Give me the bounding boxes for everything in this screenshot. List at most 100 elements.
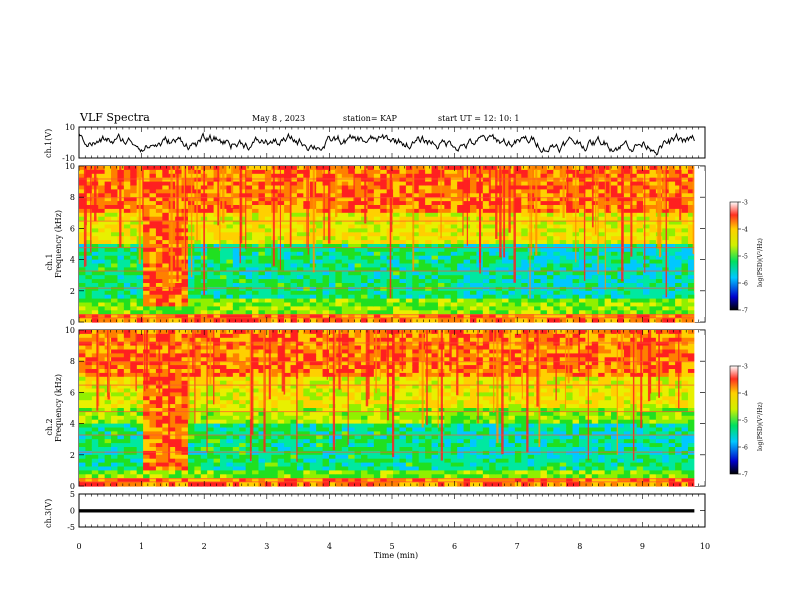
spectrogram-cell — [123, 177, 131, 183]
spectrogram-cell — [418, 275, 426, 280]
spectrogram-cell — [136, 423, 144, 429]
spectrogram-cell — [681, 169, 689, 175]
spectrogram-cell — [617, 166, 625, 171]
spectrogram-cell — [245, 372, 253, 378]
spectrogram-cell — [123, 193, 131, 198]
spectrogram-cell — [649, 298, 657, 304]
spectrogram-cell — [553, 205, 561, 210]
spectrogram-cell — [181, 423, 189, 429]
spectrogram-cell — [675, 208, 683, 214]
spectrogram-cell — [296, 224, 304, 229]
spectrogram-cell — [450, 318, 458, 323]
spectrogram-cell — [136, 310, 144, 315]
spectrogram-cell — [623, 228, 631, 233]
spectrogram-cell — [136, 470, 144, 475]
spectrogram-cell — [675, 286, 683, 292]
spectrogram-cell — [85, 177, 93, 183]
spectrogram-cell — [578, 244, 586, 249]
spectrogram-cell — [111, 435, 119, 440]
spectrogram-cell — [450, 286, 458, 292]
spectrogram-cell — [226, 201, 234, 206]
spectrogram-cell — [207, 228, 215, 233]
spectrogram-cell — [630, 228, 638, 233]
spectrogram-cell — [226, 181, 234, 187]
spectrogram-cell — [91, 388, 99, 393]
spectrogram-cell — [521, 216, 529, 222]
spectrogram-cell — [508, 255, 516, 261]
spectrogram-cell — [239, 478, 247, 483]
spectrogram-cell — [566, 298, 574, 304]
spectrogram-cell — [155, 478, 163, 483]
spectrogram-cell — [578, 255, 586, 261]
sferic-streak — [692, 166, 695, 254]
spectrogram-cell — [181, 482, 189, 487]
spectrogram-cell — [617, 290, 625, 296]
spectrogram-cell — [553, 275, 561, 280]
spectrogram-cell — [489, 310, 497, 315]
spectrogram-cell — [354, 290, 362, 296]
spectrogram-cell — [136, 411, 144, 417]
spectrogram-cell — [450, 201, 458, 206]
spectrogram-cell — [239, 286, 247, 292]
spectrogram-cell — [181, 275, 189, 280]
spectrogram-cell — [220, 244, 228, 249]
spectrogram-cell — [585, 220, 593, 226]
spectrogram-cell — [316, 216, 324, 222]
spectrogram-cell — [123, 306, 131, 311]
spectrogram-cell — [213, 298, 221, 304]
spectrogram-cell — [623, 208, 631, 214]
spectrogram-cell — [335, 166, 343, 171]
spectrogram-cell — [239, 189, 247, 194]
sferic-streak — [499, 166, 502, 258]
spectrogram-cell — [111, 212, 119, 218]
spectrogram-cell — [149, 283, 157, 288]
spectrogram-cell — [322, 201, 330, 206]
spectrogram-cell — [277, 185, 285, 190]
spectrogram-cell — [271, 271, 279, 276]
spectrogram-cell — [143, 197, 151, 202]
spectrogram-cell — [578, 228, 586, 233]
spectrogram-cell — [194, 427, 202, 432]
spectrogram-cell — [502, 197, 510, 202]
spectrogram-cell — [636, 271, 644, 276]
spectrogram-cell — [117, 251, 125, 257]
spectrogram-cell — [521, 212, 529, 218]
spectrogram-cell — [149, 244, 157, 249]
spectrogram-cell — [598, 216, 606, 222]
spectrogram-cell — [611, 173, 619, 179]
spectrogram-cell — [123, 345, 131, 351]
spectrogram-cell — [502, 177, 510, 183]
spectrogram-cell — [290, 189, 298, 194]
spectrogram-cell — [245, 341, 253, 347]
spectrogram-cell — [168, 431, 176, 436]
spectrogram-cell — [175, 396, 183, 401]
spectrogram-cell — [508, 283, 516, 288]
spectrogram-cell — [380, 247, 388, 253]
spectrogram-cell — [591, 306, 599, 311]
spectrogram-cell — [226, 294, 234, 300]
spectrogram-cell — [85, 166, 93, 171]
spectrogram-cell — [655, 294, 663, 300]
spectrogram-cell — [354, 275, 362, 280]
spectrogram-cell — [623, 181, 631, 187]
spectrogram-cell — [681, 185, 689, 190]
spectrogram-cell — [98, 439, 106, 444]
spectrogram-cell — [514, 275, 522, 280]
spectrogram-cell — [136, 275, 144, 280]
spectrogram-cell — [168, 435, 176, 440]
spectrogram-cell — [316, 255, 324, 261]
spectrogram-cell — [284, 318, 292, 323]
spectrogram-cell — [162, 415, 170, 421]
spectrogram-cell — [591, 263, 599, 268]
spectrogram-cell — [143, 205, 151, 210]
spectrogram-cell — [194, 384, 202, 390]
spectrogram-cell — [143, 189, 151, 194]
spectrogram-cell — [220, 236, 228, 241]
spectrogram-cell — [521, 318, 529, 323]
spectrogram-cell — [508, 166, 516, 171]
spectrogram-cell — [553, 247, 561, 253]
spectrogram-cell — [495, 240, 503, 245]
spectrogram-cell — [187, 478, 195, 483]
spectrogram-cell — [418, 173, 426, 179]
spectrogram-cell — [412, 228, 420, 233]
